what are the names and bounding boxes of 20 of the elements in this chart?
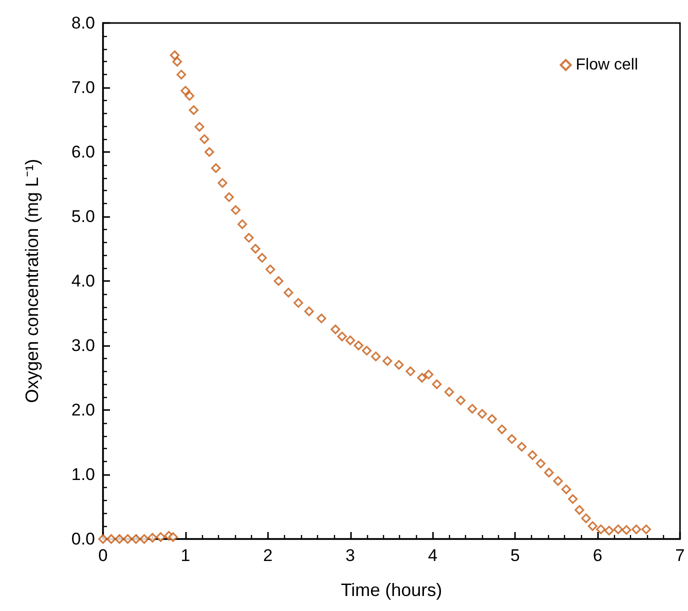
- y-tick-label: 0.0: [71, 530, 95, 548]
- x-tick-label: 4: [428, 546, 438, 565]
- x-tick-label: 1: [180, 546, 190, 565]
- y-tick-label: 3.0: [71, 336, 95, 355]
- y-tick-label: 7.0: [71, 78, 95, 97]
- y-tick-label: 6.0: [71, 142, 95, 162]
- x-tick-label: 0: [98, 546, 108, 565]
- y-tick-label: 5.0: [71, 207, 95, 226]
- y-tick-label: 4.0: [71, 272, 95, 290]
- y-tick-label: 8.0: [71, 14, 95, 32]
- x-tick-label: 5: [510, 546, 520, 565]
- y-axis-title: Oxygen concentration (mg L⁻¹): [22, 158, 42, 404]
- x-tick-label: 7: [675, 546, 685, 565]
- x-axis-title: Time (hours): [340, 580, 442, 600]
- legend-label: Flow cell: [576, 56, 638, 74]
- x-tick-label: 2: [263, 546, 273, 565]
- x-tick-label: 6: [592, 546, 602, 565]
- y-tick-label: 2.0: [71, 400, 95, 420]
- x-tick-label: 3: [346, 546, 356, 565]
- y-tick-label: 1.0: [71, 465, 95, 484]
